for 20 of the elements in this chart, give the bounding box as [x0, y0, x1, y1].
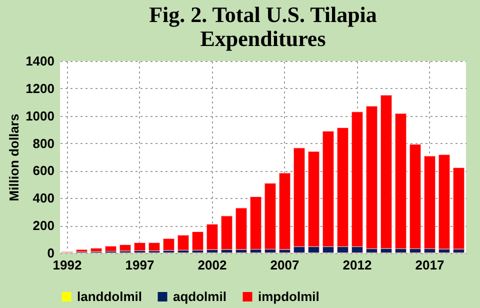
y-tick-label: 0 — [47, 246, 54, 260]
x-tick-label: 2012 — [342, 258, 372, 272]
y-tick-label: 600 — [32, 163, 54, 178]
text: Expenditures — [200, 26, 326, 51]
x-tick-label: 2007 — [270, 258, 300, 272]
legend-label: aqdolmil — [173, 288, 226, 304]
legend-label: landdolmil — [77, 288, 142, 304]
x-tick-label: 1997 — [125, 258, 154, 272]
y-tick-label: 400 — [32, 190, 54, 206]
y-tick-label: 800 — [32, 136, 54, 151]
y-tick-label: 200 — [32, 218, 54, 234]
y-tick-label: 1200 — [26, 80, 54, 96]
x-tick-label: 2002 — [198, 258, 227, 272]
legend-label: impdolmil — [258, 288, 320, 304]
y-tick-label: 1000 — [26, 108, 54, 124]
y-tick-label: 1400 — [26, 54, 54, 68]
y-axis-title: Million dollars — [6, 114, 22, 202]
x-tick-label: 1992 — [52, 258, 82, 272]
text: Fig. 2. Total U.S. Tilapia — [149, 2, 377, 27]
x-tick-label: 2017 — [415, 258, 444, 272]
